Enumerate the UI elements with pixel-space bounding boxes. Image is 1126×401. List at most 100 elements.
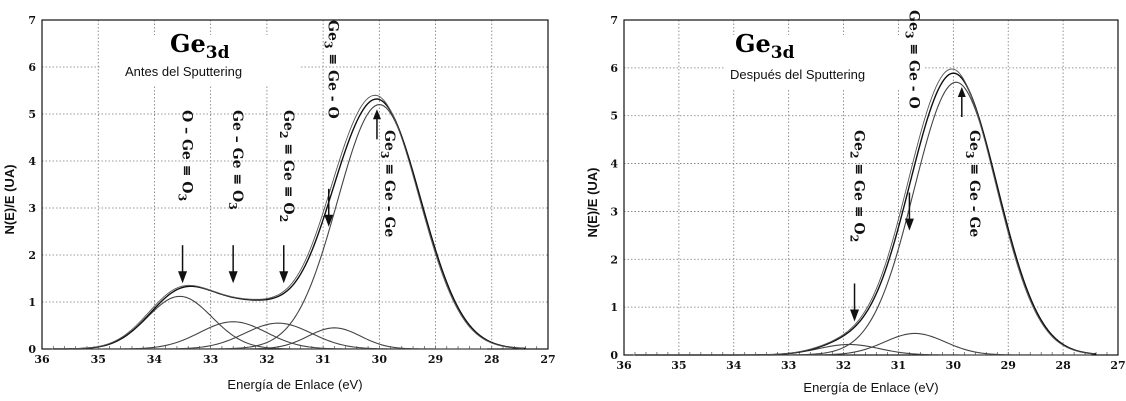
annotation-part: Ge (381, 130, 397, 151)
annotation-part: ≡ (966, 159, 982, 176)
x-axis-label: Energía de Enlace (eV) (803, 380, 938, 395)
annotation-part: 3 (322, 41, 335, 49)
annotation-3: Ge3 ≡ Ge - Ge (957, 87, 982, 237)
annotation-2: Ge3 ≡ Ge - O (902, 10, 921, 231)
annotation-part: Ge (851, 130, 867, 151)
chart-subtitle: Antes del Sputtering (125, 64, 242, 79)
annotation-part: – (229, 131, 245, 143)
x-tick-label: 27 (1110, 359, 1125, 372)
annotation-part: ≡ (905, 39, 921, 56)
component-curves (672, 81, 1097, 356)
annotation-part: Ge (280, 155, 296, 181)
title-main: Ge (170, 29, 206, 58)
annotation-part: Ge (179, 134, 195, 160)
annotation-arrow-head (372, 109, 381, 120)
annotation-part: 2 (277, 131, 290, 139)
envelope-curve (53, 98, 526, 350)
annotation-part: Ge (229, 143, 245, 169)
x-tick-label: 35 (671, 359, 686, 372)
y-tick-label: 4 (28, 155, 36, 168)
x-tick-label: 36 (34, 353, 50, 366)
annotation-part: 2 (848, 151, 861, 159)
annotation-label: Ge3 ≡ Ge - O (322, 20, 341, 119)
annotation-label: Ge – Ge ≡ O3 (226, 110, 245, 210)
annotation-part: 3 (378, 151, 391, 159)
annotation-part: ≡ (851, 159, 867, 176)
annotation-arrow-head (279, 271, 289, 284)
chart-title: Ge3d (735, 29, 795, 63)
annotation-part: Ge (381, 212, 397, 238)
y-tick-label: 3 (610, 205, 618, 218)
annotation-part: – (179, 122, 195, 134)
annotation-5: Ge3 ≡ Ge - Ge (372, 109, 397, 237)
x-tick-label: 36 (616, 359, 632, 372)
x-tick-label: 33 (203, 353, 218, 366)
x-tick-label: 35 (91, 353, 106, 366)
y-tick-label: 1 (28, 296, 36, 309)
title-background (100, 35, 300, 85)
annotation-arrow-head (178, 271, 188, 284)
annotation-arrow-head (957, 87, 966, 97)
annotation-1: Ge2 ≡ Ge ≡ O2 (848, 130, 867, 322)
fit-curve (633, 68, 1095, 356)
chart-subtitle: Después del Sputtering (730, 67, 865, 82)
title-subscript: 3d (771, 43, 795, 63)
y-tick-label: 5 (28, 108, 36, 121)
annotation-part: 3 (226, 202, 239, 210)
annotation-arrow-head (228, 271, 238, 284)
x-tick-label: 34 (147, 353, 163, 366)
annotation-part: O (179, 176, 195, 193)
title-subscript: 3d (206, 43, 230, 63)
annotation-part: ≡ (280, 181, 296, 198)
annotation-part: 3 (176, 194, 189, 202)
plot-frame (623, 19, 1119, 356)
annotation-part: Ge (280, 110, 296, 131)
annotation-part: O (179, 110, 195, 122)
x-axis-label: Energía de Enlace (eV) (227, 377, 362, 392)
annotation-part: ≡ (851, 201, 867, 218)
annotation-label: Ge2 ≡ Ge ≡ O2 (277, 110, 296, 222)
y-axis-label: N(E)/E (UA) (585, 167, 600, 237)
x-tick-label: 30 (372, 353, 388, 366)
annotation-part: Ge (229, 110, 245, 131)
component-curve-2 (738, 332, 1092, 356)
annotation-part: Ge (966, 212, 982, 238)
annotation-part: ≡ (229, 169, 245, 186)
annotation-label: Ge3 ≡ Ge - Ge (378, 130, 397, 237)
y-tick-label: 2 (610, 253, 618, 266)
annotation-part: ≡ (280, 139, 296, 156)
annotation-part: Ge (905, 10, 921, 31)
annotation-part: O (280, 198, 296, 215)
annotation-part: Ge (966, 130, 982, 151)
x-tick-label: 30 (946, 359, 962, 372)
annotation-part: Ge (851, 175, 867, 201)
annotation-part: 3 (902, 31, 915, 39)
annotation-part: 3 (963, 151, 976, 159)
x-tick-label: 31 (315, 353, 330, 366)
x-tick-label: 33 (781, 359, 796, 372)
annotation-label: O – Ge ≡ O3 (176, 110, 195, 201)
y-tick-label: 1 (610, 301, 618, 314)
annotation-3: Ge2 ≡ Ge ≡ O2 (277, 110, 296, 284)
annotation-part: 2 (277, 215, 290, 223)
annotation-part: Ge (381, 175, 397, 201)
x-tick-label: 28 (1055, 359, 1071, 372)
y-tick-label: 0 (28, 343, 36, 356)
y-tick-label: 6 (28, 61, 36, 74)
title-background (725, 35, 925, 90)
annotation-part: ≡ (179, 160, 195, 177)
y-tick-label: 0 (610, 349, 618, 362)
annotation-label: Ge3 ≡ Ge - O (902, 10, 921, 109)
x-tick-label: 32 (259, 353, 274, 366)
annotation-label: Ge3 ≡ Ge - Ge (963, 130, 982, 237)
annotation-2: Ge – Ge ≡ O3 (226, 110, 245, 284)
y-tick-label: 3 (28, 202, 36, 215)
x-tick-label: 31 (891, 359, 906, 372)
annotation-part: ≡ (325, 49, 341, 66)
annotation-1: O – Ge ≡ O3 (176, 110, 195, 284)
x-tick-label: 28 (484, 353, 500, 366)
annotation-part: 2 (848, 235, 861, 243)
